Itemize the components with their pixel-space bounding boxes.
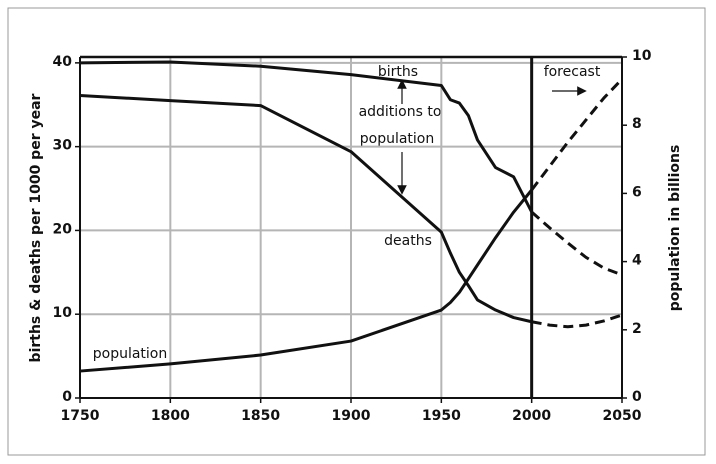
x-tick-label: 2050 [603,408,642,424]
frame [7,7,706,456]
y-tick-label: 0 [62,389,72,405]
y2-tick-label: 8 [632,116,642,132]
series-label: births [378,64,418,80]
x-tick-label: 1950 [422,408,461,424]
annotation: population [360,131,435,147]
series-label: population [93,346,168,362]
y2-tick-label: 2 [632,321,642,337]
y2-tick-label: 10 [632,48,652,64]
y-axis-title: births & deaths per 1000 per year [28,93,44,362]
y-tick-label: 20 [53,221,73,237]
x-tick-label: 1750 [61,408,100,424]
y-tick-label: 10 [53,305,73,321]
forecast-line-series [530,210,623,277]
y-tick-label: 30 [53,138,73,154]
annotation: additions to [359,104,442,120]
y2-tick-label: 0 [632,389,642,405]
x-tick-label: 1800 [151,408,190,424]
x-tick-label: 1900 [332,408,371,424]
y2-tick-label: 6 [632,184,642,200]
y2-tick-label: 4 [632,253,642,269]
forecast-label: forecast [544,64,601,80]
forecast-line-series [531,313,623,329]
line-series [79,189,533,373]
x-tick-label: 2000 [512,408,551,424]
series-label: deaths [384,233,432,249]
y-tick-label: 40 [53,54,73,70]
y2-axis-title: population in billions [667,145,683,312]
line-series [79,60,534,213]
x-tick-label: 1850 [241,408,280,424]
forecast-line-series [530,78,624,191]
line-series [79,94,533,324]
